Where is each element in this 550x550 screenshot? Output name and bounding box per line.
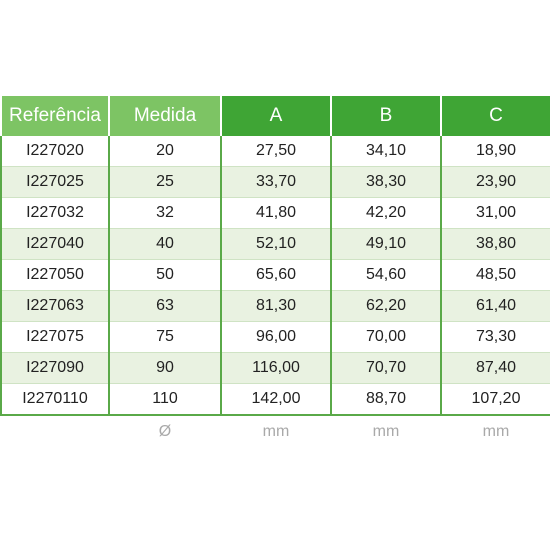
cell-medida: 75 bbox=[108, 321, 222, 353]
header-referencia: Referência bbox=[0, 96, 110, 136]
cell-c: 38,80 bbox=[440, 228, 550, 260]
cell-c: 107,20 bbox=[440, 383, 550, 416]
header-b: B bbox=[330, 96, 442, 136]
cell-a: 142,00 bbox=[220, 383, 332, 416]
cell-b: 38,30 bbox=[330, 166, 442, 198]
cell-medida: 20 bbox=[108, 136, 222, 167]
cell-referencia: I227025 bbox=[0, 166, 110, 198]
unit-medida-diameter: Ø bbox=[109, 415, 221, 448]
cell-a: 41,80 bbox=[220, 197, 332, 229]
cell-referencia: I227040 bbox=[0, 228, 110, 260]
cell-b: 49,10 bbox=[330, 228, 442, 260]
cell-a: 81,30 bbox=[220, 290, 332, 322]
unit-referencia bbox=[1, 415, 109, 448]
table-row: I227040 40 52,10 49,10 38,80 bbox=[0, 228, 550, 260]
table-row: I227090 90 116,00 70,70 87,40 bbox=[0, 352, 550, 384]
cell-medida: 90 bbox=[108, 352, 222, 384]
cell-referencia: I227090 bbox=[0, 352, 110, 384]
cell-medida: 25 bbox=[108, 166, 222, 198]
cell-c: 18,90 bbox=[440, 136, 550, 167]
cell-b: 42,20 bbox=[330, 197, 442, 229]
cell-medida: 40 bbox=[108, 228, 222, 260]
table-row: I2270110 110 142,00 88,70 107,20 bbox=[0, 383, 550, 416]
cell-a: 52,10 bbox=[220, 228, 332, 260]
cell-a: 33,70 bbox=[220, 166, 332, 198]
cell-b: 54,60 bbox=[330, 259, 442, 291]
cell-b: 62,20 bbox=[330, 290, 442, 322]
cell-referencia: I227032 bbox=[0, 197, 110, 229]
cell-a: 27,50 bbox=[220, 136, 332, 167]
cell-referencia: I227020 bbox=[0, 136, 110, 167]
cell-medida: 63 bbox=[108, 290, 222, 322]
dimensions-table: Referência Medida A B C I227020 20 27,50 34… bbox=[0, 96, 550, 448]
unit-c: mm bbox=[441, 415, 550, 448]
cell-c: 48,50 bbox=[440, 259, 550, 291]
unit-b: mm bbox=[331, 415, 441, 448]
cell-referencia: I2270110 bbox=[0, 383, 110, 416]
cell-medida: 50 bbox=[108, 259, 222, 291]
header-row: Referência Medida A B C bbox=[0, 96, 550, 136]
header-a: A bbox=[220, 96, 332, 136]
header-medida: Medida bbox=[108, 96, 222, 136]
cell-c: 31,00 bbox=[440, 197, 550, 229]
cell-medida: 110 bbox=[108, 383, 222, 416]
cell-referencia: I227063 bbox=[0, 290, 110, 322]
unit-a: mm bbox=[221, 415, 331, 448]
cell-b: 70,70 bbox=[330, 352, 442, 384]
cell-a: 96,00 bbox=[220, 321, 332, 353]
cell-c: 61,40 bbox=[440, 290, 550, 322]
cell-c: 73,30 bbox=[440, 321, 550, 353]
cell-c: 23,90 bbox=[440, 166, 550, 198]
table-row: I227075 75 96,00 70,00 73,30 bbox=[0, 321, 550, 353]
cell-referencia: I227075 bbox=[0, 321, 110, 353]
cell-c: 87,40 bbox=[440, 352, 550, 384]
cell-b: 70,00 bbox=[330, 321, 442, 353]
cell-medida: 32 bbox=[108, 197, 222, 229]
table-row: I227050 50 65,60 54,60 48,50 bbox=[0, 259, 550, 291]
cell-a: 65,60 bbox=[220, 259, 332, 291]
dimensions-table-container: Referência Medida A B C I227020 20 27,50 34… bbox=[0, 96, 550, 448]
table-row: I227063 63 81,30 62,20 61,40 bbox=[0, 290, 550, 322]
cell-referencia: I227050 bbox=[0, 259, 110, 291]
cell-a: 116,00 bbox=[220, 352, 332, 384]
table-row: I227032 32 41,80 42,20 31,00 bbox=[0, 197, 550, 229]
table-row: I227020 20 27,50 34,10 18,90 bbox=[0, 136, 550, 167]
cell-b: 88,70 bbox=[330, 383, 442, 416]
table-row: I227025 25 33,70 38,30 23,90 bbox=[0, 166, 550, 198]
header-c: C bbox=[440, 96, 550, 136]
cell-b: 34,10 bbox=[330, 136, 442, 167]
